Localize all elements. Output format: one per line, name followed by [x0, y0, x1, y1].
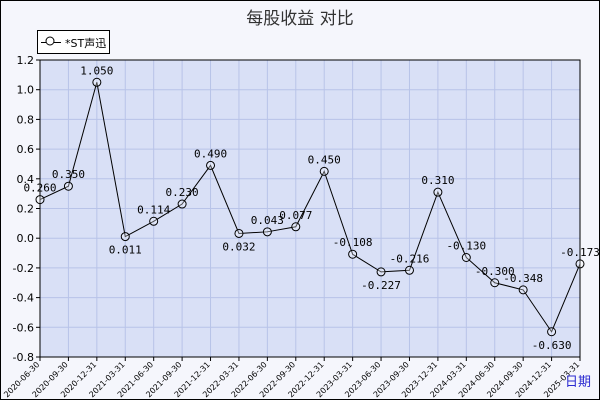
plot-border [39, 59, 581, 358]
data-point [490, 278, 500, 288]
data-label: -0.227 [361, 279, 401, 292]
legend-label: *ST声迅 [65, 37, 107, 50]
data-point [149, 216, 159, 226]
series-line [39, 82, 581, 333]
data-point [376, 267, 386, 277]
data-label: 0.032 [222, 240, 255, 253]
data-label: 0.043 [251, 214, 284, 227]
data-point [433, 187, 443, 197]
data-label: -0.348 [503, 272, 543, 285]
y-tick-label: 0.0 [17, 232, 35, 245]
data-point [120, 232, 130, 242]
data-point [575, 259, 585, 269]
y-tick-label: -0.2 [13, 262, 34, 275]
data-label: 0.450 [308, 153, 341, 166]
data-label: 0.114 [137, 203, 170, 216]
data-label: -0.216 [390, 252, 430, 265]
chart-title: 每股收益 对比 [246, 9, 354, 29]
data-label: 0.230 [166, 186, 199, 199]
data-point [518, 285, 528, 295]
y-tick-label: 0.2 [17, 203, 35, 216]
data-point [35, 195, 45, 205]
data-label: 0.310 [421, 174, 454, 187]
data-point [63, 181, 73, 191]
data-point [461, 253, 471, 263]
y-tick-label: 1.2 [17, 54, 35, 67]
data-point [177, 199, 187, 209]
data-label: -0.173 [560, 246, 600, 259]
y-tick-label: -0.6 [13, 321, 34, 334]
data-point [348, 249, 358, 259]
data-point [234, 228, 244, 238]
data-label: 0.011 [109, 244, 142, 257]
legend: *ST声迅 [37, 30, 110, 54]
data-label: -0.300 [475, 265, 515, 278]
series-lines [39, 59, 581, 358]
y-tick-label: 1.0 [17, 84, 35, 97]
data-point [206, 160, 216, 170]
data-point [404, 265, 414, 275]
data-point [92, 77, 102, 87]
y-tick-label: 0.8 [17, 113, 35, 126]
data-label: 0.260 [23, 182, 56, 195]
data-label: -0.630 [532, 339, 572, 352]
data-label: 1.050 [80, 64, 113, 77]
data-point [319, 166, 329, 176]
y-tick-label: 0.6 [17, 143, 35, 156]
y-tick-label: 0.4 [17, 173, 35, 186]
y-tick-label: -0.8 [13, 351, 34, 364]
series-points [35, 77, 585, 337]
x-axis-label: 日期 [565, 375, 591, 390]
data-point [547, 327, 557, 337]
data-label: 0.490 [194, 147, 227, 160]
data-label: 0.350 [52, 168, 85, 181]
data-point [262, 227, 272, 237]
x-axis-ticks: 2020-06-302020-09-302020-12-312021-03-31… [2, 357, 581, 399]
data-label: -0.130 [446, 240, 486, 253]
data-label: -0.108 [333, 236, 373, 249]
y-tick-label: -0.4 [13, 292, 34, 305]
legend-marker-icon [45, 36, 55, 46]
data-label: 0.077 [279, 209, 312, 222]
data-point [291, 222, 301, 232]
y-axis-ticks: 1.2 1.0 0.8 0.6 0.4 0.2 0.0 -0.2 -0.4 -0.6 -0.8 [13, 54, 40, 364]
